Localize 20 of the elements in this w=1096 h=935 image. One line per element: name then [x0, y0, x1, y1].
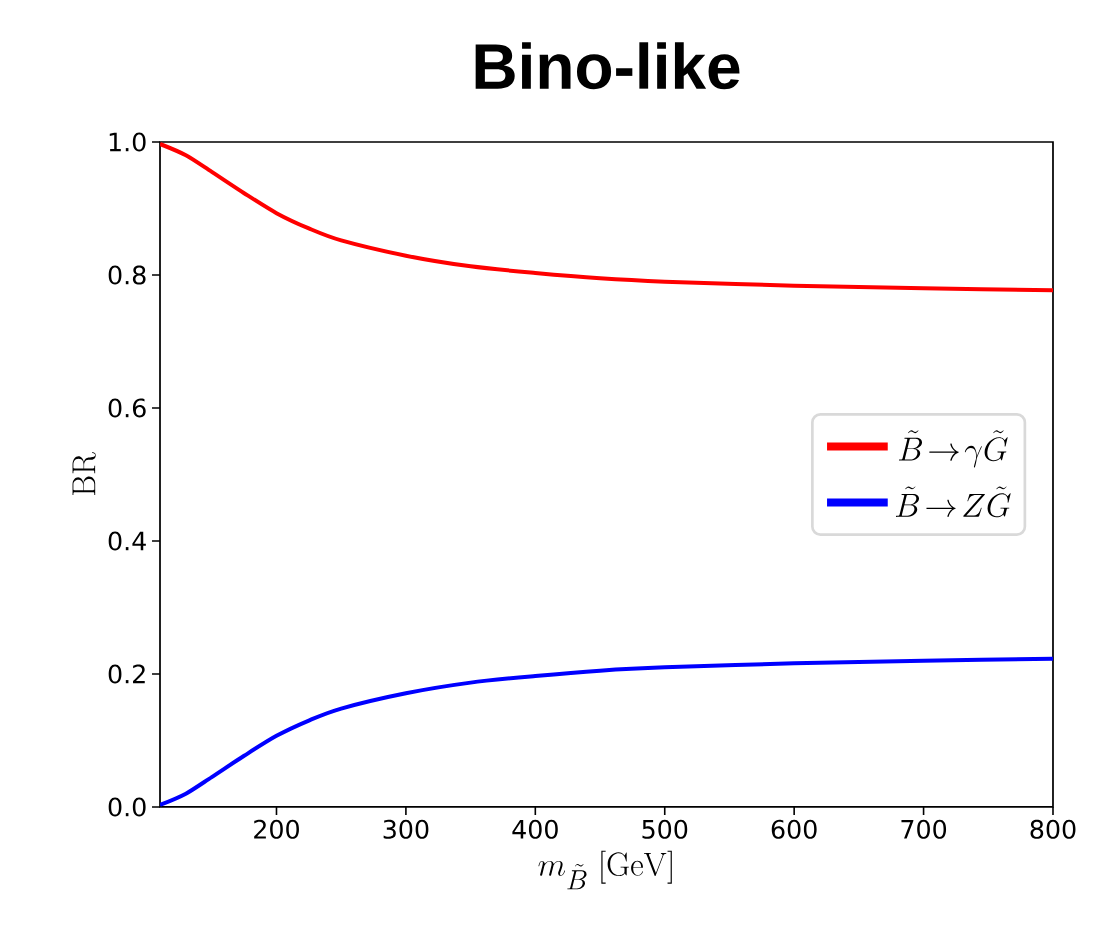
y-tick-label: 1.0	[109, 132, 146, 152]
y-axis-title: $\mathrm{BR}$	[72, 452, 96, 495]
x-tick-label: 700	[901, 819, 947, 839]
y-tick-label: 0.2	[108, 664, 145, 684]
x-axis-title: $m_{\tilde{B}}\;[\mathrm{GeV}]$	[538, 850, 672, 890]
line-series	[160, 141, 1053, 293]
x-tick-label: 800	[1030, 819, 1076, 839]
y-tick-label: 0.8	[108, 265, 146, 285]
legend-label: $\tilde{B}\!\rightarrow\! Z\tilde{G}$	[895, 486, 1011, 518]
x-tick-label: 200	[254, 819, 299, 839]
x-tick-label: 500	[642, 819, 688, 839]
legend-label: $\tilde{B}\!\rightarrow\!\gamma\tilde{G}$	[898, 430, 1008, 468]
line-series	[160, 656, 1053, 807]
x-tick-label: 300	[383, 819, 429, 839]
y-tick-label: 0.6	[108, 398, 146, 418]
y-tick-label: 0.0	[108, 797, 146, 817]
y-tick-label: 0.4	[108, 531, 146, 551]
x-tick-label: 400	[512, 819, 558, 839]
x-tick-label: 600	[771, 819, 817, 839]
chart-title: Bino-like	[475, 42, 740, 90]
